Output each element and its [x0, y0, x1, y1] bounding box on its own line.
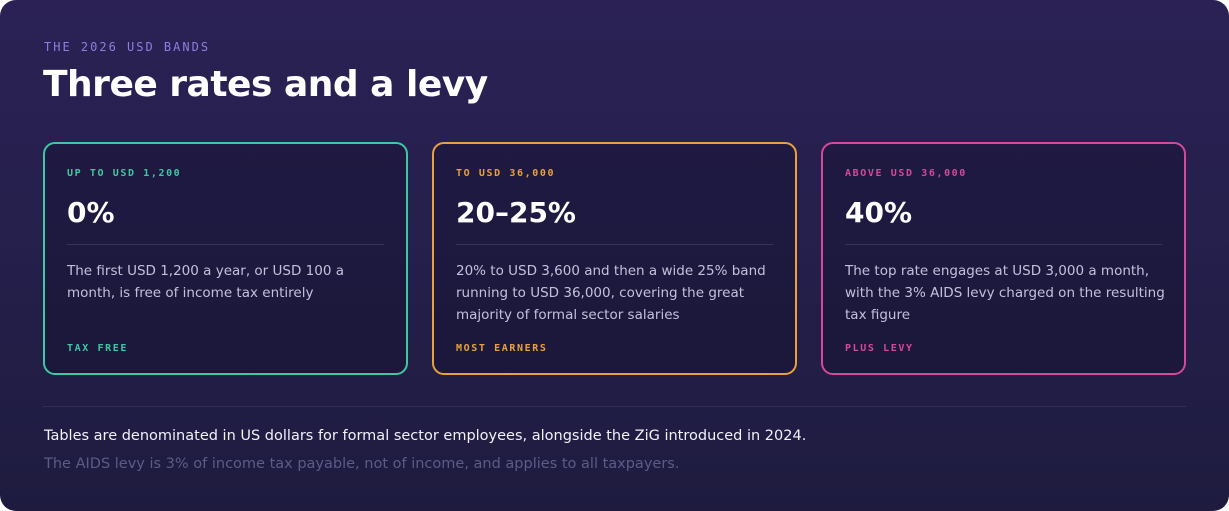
band-label: UP TO USD 1,200 — [67, 168, 182, 179]
band-card-most-earners: TO USD 36,000 20–25% 20% to USD 3,600 an… — [432, 142, 797, 375]
footer-note: Tables are denominated in US dollars for… — [44, 428, 807, 444]
band-card-plus-levy: ABOVE USD 36,000 40% The top rate engage… — [821, 142, 1186, 375]
band-rate: 20–25% — [456, 196, 576, 229]
band-description: The top rate engages at USD 3,000 a mont… — [845, 263, 1165, 323]
band-description: The first USD 1,200 a year, or USD 100 a… — [67, 263, 344, 301]
footer-subnote: The AIDS levy is 3% of income tax payabl… — [44, 456, 680, 472]
band-label: TO USD 36,000 — [456, 168, 556, 179]
band-label: ABOVE USD 36,000 — [845, 168, 967, 179]
card-divider — [456, 244, 773, 245]
band-card-tax-free: UP TO USD 1,200 0% The first USD 1,200 a… — [43, 142, 408, 375]
band-rate: 0% — [67, 196, 115, 229]
band-rate: 40% — [845, 196, 913, 229]
footer-divider — [43, 406, 1186, 407]
page-title: Three rates and a levy — [43, 64, 488, 105]
section-eyebrow: THE 2026 USD BANDS — [44, 40, 211, 54]
band-tag: MOST EARNERS — [456, 343, 548, 354]
band-tag: PLUS LEVY — [845, 343, 914, 354]
band-description: 20% to USD 3,600 and then a wide 25% ban… — [456, 263, 766, 323]
card-divider — [67, 244, 384, 245]
band-tag: TAX FREE — [67, 343, 128, 354]
card-divider — [845, 244, 1162, 245]
